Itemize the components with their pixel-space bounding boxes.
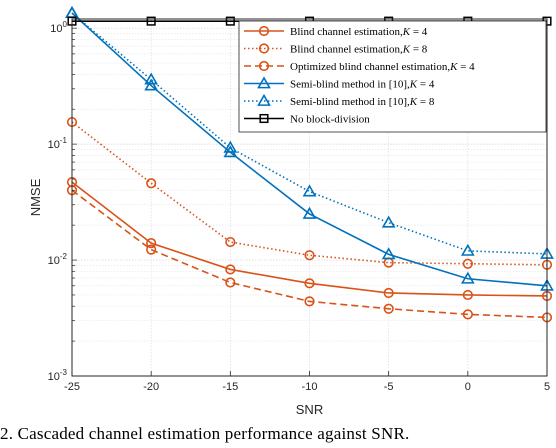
x-tick-label: -15 <box>222 381 238 393</box>
triangle-marker <box>381 215 396 228</box>
circle-marker <box>304 278 315 289</box>
x-axis-label: SNR <box>296 402 323 417</box>
circle-marker <box>258 25 270 37</box>
y-tick-label: 10-2 <box>48 252 68 267</box>
circle-marker <box>383 287 394 299</box>
circle-marker <box>225 277 236 288</box>
y-tick-label: 10-1 <box>48 136 68 151</box>
y-tick-label: 100 <box>50 20 67 35</box>
x-tick-label: 0 <box>465 381 471 393</box>
legend-label: No block-division <box>290 114 370 126</box>
x-tick-label: -20 <box>143 381 159 393</box>
triangle-marker <box>65 5 79 18</box>
triangle-marker <box>144 72 159 85</box>
triangle-marker <box>223 140 238 153</box>
triangle-marker <box>381 247 396 260</box>
legend-box <box>238 20 547 133</box>
legend-label: Blind channel estimation,K = 4 <box>290 26 428 38</box>
triangle-marker <box>302 184 317 197</box>
circle-marker <box>462 258 473 269</box>
axis-ticks: -25 -20 -15 -10 -5 0 5 10-3 10-2 10-1 100 <box>48 20 550 393</box>
triangle-marker <box>460 243 475 256</box>
figure-caption: 2. Cascaded channel estimation performan… <box>0 424 410 443</box>
series-line <box>71 181 548 297</box>
circle-marker <box>225 264 236 275</box>
legend-entry: Semi-blind method in [10],K = 4 <box>244 76 435 91</box>
triangle-marker <box>460 271 475 284</box>
legend-entry: Blind channel estimation,K = 4 <box>244 25 428 38</box>
circle-marker <box>462 309 473 320</box>
y-axis-label: NMSE <box>28 178 43 216</box>
circle-marker <box>462 289 473 301</box>
x-tick-label: -5 <box>384 381 394 393</box>
legend-label: Blind channel estimation,K = 8 <box>290 44 428 56</box>
series-solid-triangle <box>65 5 554 291</box>
circle-marker <box>258 43 270 54</box>
legend-label: Semi-blind method in [10],K = 8 <box>290 96 435 108</box>
x-tick-label: -10 <box>302 381 318 393</box>
triangle-marker <box>257 76 271 89</box>
legend-label: Optimized blind channel estimation,K = 4 <box>290 61 475 73</box>
series-line <box>71 189 548 319</box>
x-tick-label: 5 <box>544 381 550 393</box>
legend-entry: Optimized blind channel estimation,K = 4 <box>244 60 475 73</box>
legend: Blind channel estimation,K = 4 Blind chan… <box>238 20 547 133</box>
legend-entry: Semi-blind method in [10],K = 8 <box>244 93 435 108</box>
x-tick-label: -25 <box>64 381 80 393</box>
series-line <box>71 12 548 287</box>
triangle-marker <box>257 93 271 106</box>
square-marker <box>225 16 235 26</box>
square-marker <box>259 113 269 124</box>
triangle-marker <box>144 78 159 91</box>
series-line <box>71 121 548 266</box>
square-marker <box>146 16 156 26</box>
y-tick-label: 10-3 <box>48 368 68 383</box>
triangle-marker <box>302 206 317 219</box>
circle-marker <box>304 296 315 307</box>
legend-label: Semi-blind method in [10],K = 4 <box>290 79 435 91</box>
circle-marker <box>258 60 270 72</box>
circle-marker <box>383 303 394 314</box>
circle-marker <box>225 236 236 248</box>
legend-entry: No block-division <box>244 114 370 126</box>
legend-entry: Blind channel estimation,K = 8 <box>244 43 428 56</box>
circle-marker <box>146 238 157 249</box>
circle-marker <box>146 178 157 189</box>
circle-marker <box>146 244 157 255</box>
circle-marker <box>304 250 315 261</box>
